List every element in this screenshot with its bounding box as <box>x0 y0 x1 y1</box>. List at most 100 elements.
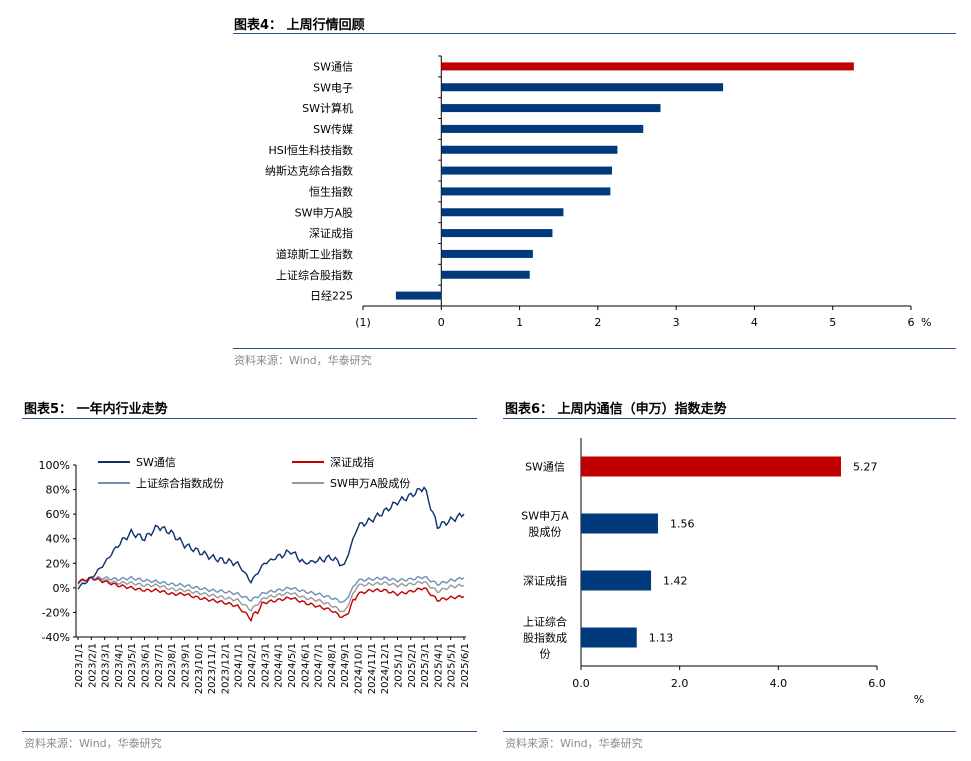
fig6-title-rule <box>503 418 956 419</box>
fig5-x-tick-label: 2023/12/1 <box>220 643 231 694</box>
fig4-category-label: SW申万A股 <box>295 206 353 219</box>
fig5-title: 图表5： 一年内行业走势 <box>24 402 168 417</box>
fig5-x-tick-label: 2025/5/1 <box>447 643 458 688</box>
fig4-title: 图表4： 上周行情回顾 <box>234 18 365 33</box>
fig5-x-tick-label: 2023/5/1 <box>127 643 138 688</box>
fig5-x-tick-label: 2025/6/1 <box>460 643 471 688</box>
fig4-x-tick-label: 6 <box>908 316 915 329</box>
fig5-x-tick-label: 2023/10/1 <box>194 643 205 694</box>
fig4-x-tick-label: 5 <box>829 316 836 329</box>
fig5-x-tick-label: 2024/2/1 <box>247 643 258 688</box>
fig6-bar <box>581 627 637 648</box>
fig4-bar <box>441 62 854 71</box>
fig4-category-label: SW传媒 <box>313 123 353 136</box>
fig5-x-tick-label: 2023/11/1 <box>207 643 218 694</box>
fig4-category-label: 道琼斯工业指数 <box>276 247 353 261</box>
fig5-x-tick-label: 2024/12/1 <box>380 643 391 694</box>
fig4-x-tick-label: 4 <box>751 316 758 329</box>
fig5-y-tick-label: 60% <box>46 508 70 521</box>
fig5-x-tick-label: 2024/7/1 <box>314 643 325 688</box>
fig4-category-label: 深证成指 <box>309 226 353 240</box>
fig6-bar <box>581 570 652 591</box>
fig4-category-label: SW计算机 <box>302 101 353 115</box>
fig5-x-tick-label: 2024/9/1 <box>340 643 351 688</box>
fig4-category-label: 日经225 <box>310 290 353 303</box>
fig5-x-tick-label: 2023/2/1 <box>87 643 98 688</box>
fig6-value-label: 5.27 <box>853 461 878 474</box>
fig5-legend-label: 上证综合指数成份 <box>136 476 224 490</box>
fig5-legend-label: SW申万A股成份 <box>330 477 410 490</box>
fig5-x-tick-label: 2023/9/1 <box>180 643 191 688</box>
fig5-y-tick-label: -20% <box>42 606 70 619</box>
fig5-x-tick-label: 2024/5/1 <box>287 643 298 688</box>
fig6-category-label: SW申万A 股成份 <box>521 510 569 539</box>
fig4-bar <box>441 229 553 238</box>
fig5-x-tick-label: 2023/8/1 <box>167 643 178 688</box>
fig4-x-tick-label: 3 <box>673 316 680 329</box>
fig4-bar <box>441 104 661 113</box>
fig4-bar <box>395 291 442 300</box>
fig5-x-tick-label: 2023/3/1 <box>101 643 112 688</box>
fig4-category-label: 纳斯达克综合指数 <box>265 164 353 178</box>
fig4-bar <box>441 166 612 175</box>
fig5-x-tick-label: 2025/2/1 <box>407 643 418 688</box>
fig5-series-line <box>77 486 465 590</box>
fig6-title: 图表6： 上周内通信（申万）指数走势 <box>505 402 727 417</box>
fig4-bar <box>441 208 564 217</box>
fig5-y-tick-label: 80% <box>46 484 70 497</box>
fig6-category-label: 上证综合股指数成份 <box>523 615 567 661</box>
fig6-x-tick-label: 2.0 <box>671 677 689 690</box>
fig4-x-tick-label: (1) <box>355 316 371 329</box>
fig5-legend-label: 深证成指 <box>330 455 374 469</box>
fig4-bar <box>441 187 611 196</box>
fig4-x-tick-label: 0 <box>438 316 445 329</box>
fig5-x-tick-label: 2023/7/1 <box>154 643 165 688</box>
fig5-series-line <box>77 576 465 623</box>
fig4-unit-label: % <box>921 316 931 329</box>
fig4-x-tick-label: 2 <box>594 316 601 329</box>
fig5-x-tick-label: 2025/3/1 <box>420 643 431 688</box>
fig6-x-tick-label: 6.0 <box>868 677 886 690</box>
fig5-y-tick-label: -40% <box>42 631 70 644</box>
fig5-source: 资料来源：Wind，华泰研究 <box>24 737 162 750</box>
fig6-category-label: SW通信 <box>525 461 565 474</box>
fig4-source-rule <box>233 348 956 349</box>
fig5-y-tick-label: 100% <box>39 459 70 472</box>
fig4-category-label: HSI恒生科技指数 <box>269 143 354 157</box>
fig5-series-line <box>77 575 465 604</box>
fig6-x-tick-label: 0.0 <box>572 677 590 690</box>
fig5-x-tick-label: 2024/1/1 <box>234 643 245 688</box>
fig5-x-tick-label: 2023/4/1 <box>114 643 125 688</box>
fig4-title-rule <box>233 33 956 34</box>
fig5-x-tick-label: 2023/6/1 <box>141 643 152 688</box>
fig5-y-tick-label: 40% <box>46 533 70 546</box>
fig5-series-line <box>77 576 465 613</box>
fig6-source: 资料来源：Wind，华泰研究 <box>505 737 643 750</box>
fig5-x-tick-label: 2025/1/1 <box>393 643 404 688</box>
fig4-category-label: SW通信 <box>313 60 353 73</box>
fig5-x-tick-label: 2024/8/1 <box>327 643 338 688</box>
fig4-bar <box>441 249 533 258</box>
fig4-category-label: 上证综合股指数 <box>276 268 353 282</box>
fig4-category-label: SW电子 <box>313 81 353 94</box>
fig5-x-tick-label: 2024/10/1 <box>354 643 365 694</box>
fig5-x-tick-label: 2024/11/1 <box>367 643 378 694</box>
fig6-value-label: 1.13 <box>649 632 674 645</box>
fig4-bar <box>441 83 724 92</box>
fig6-unit-label: % <box>914 693 924 706</box>
fig5-title-rule <box>22 418 477 419</box>
fig4-x-tick-label: 1 <box>516 316 523 329</box>
fig5-source-rule <box>22 731 477 732</box>
fig5-x-tick-label: 2024/4/1 <box>274 643 285 688</box>
fig5-x-tick-label: 2025/4/1 <box>433 643 444 688</box>
fig6-x-tick-label: 4.0 <box>770 677 788 690</box>
fig5-y-tick-label: 20% <box>46 557 70 570</box>
fig5-x-tick-label: 2024/6/1 <box>300 643 311 688</box>
fig5-x-tick-label: 2023/1/1 <box>74 643 85 688</box>
fig6-value-label: 1.42 <box>663 575 688 588</box>
fig6-bar <box>581 513 658 534</box>
fig5-y-tick-label: 0% <box>53 582 70 595</box>
